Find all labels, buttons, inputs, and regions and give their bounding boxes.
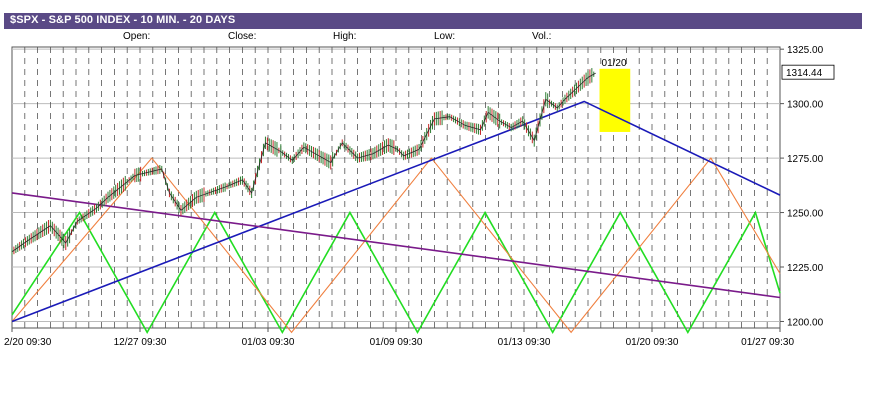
chart-title-bar: $SPX - S&P 500 INDEX - 10 MIN. - 20 DAYS xyxy=(4,13,862,29)
axes: 1200.00 1225.00 1250.00 1275.00 1300.00 1325.… xyxy=(4,45,835,348)
y-tick-label: 1325.00 xyxy=(787,45,824,56)
x-tick-label: 01/20 09:30 xyxy=(626,337,679,348)
chart-title: $SPX - S&P 500 INDEX - 10 MIN. - 20 DAYS xyxy=(10,14,236,26)
highlight-label: 01/20 xyxy=(602,58,627,69)
low-label: Low: xyxy=(434,31,456,42)
x-tick-label: 12/27 09:30 xyxy=(114,337,167,348)
zigzag-line xyxy=(11,210,781,334)
zigzag-line xyxy=(11,157,781,334)
x-tick-label: 01/13 09:30 xyxy=(498,337,551,348)
highlight-box xyxy=(599,68,631,132)
y-tick-label: 1250.00 xyxy=(787,209,824,220)
trend-line xyxy=(11,192,781,299)
x-tick-label: 01/09 09:30 xyxy=(370,337,423,348)
x-tick-label: 01/03 09:30 xyxy=(242,337,295,348)
x-tick-label: 2/20 09:30 xyxy=(4,337,52,348)
y-tick-label: 1225.00 xyxy=(787,263,824,274)
price-line xyxy=(11,72,596,253)
y-tick-label: 1200.00 xyxy=(787,317,824,328)
grid xyxy=(11,46,781,329)
close-label: Close: xyxy=(228,31,257,42)
open-label: Open: xyxy=(123,31,151,42)
series xyxy=(11,68,781,334)
y-tick-label: 1300.00 xyxy=(787,100,824,111)
x-tick-label: 01/27 09:30 xyxy=(741,337,794,348)
trend-line xyxy=(11,100,781,323)
vol-label: Vol.: xyxy=(532,31,552,42)
high-label: High: xyxy=(333,31,357,42)
y-tick-label: 1275.00 xyxy=(787,154,824,165)
last-value-box xyxy=(781,64,835,80)
last-value-label: 1314.44 xyxy=(786,68,823,79)
